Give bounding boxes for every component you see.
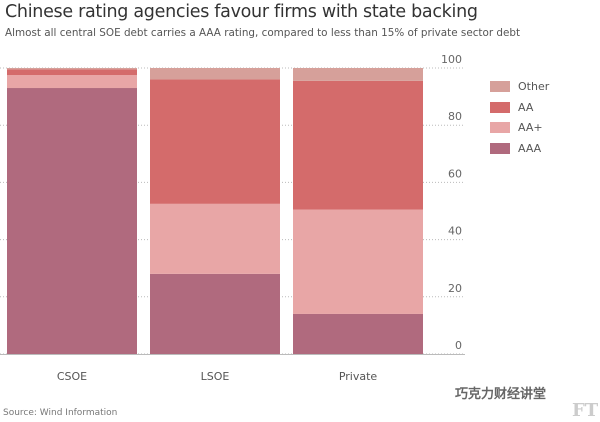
chart-subtitle: Almost all central SOE debt carries a AA… [5, 27, 521, 39]
y-tick-label: 20 [448, 282, 462, 295]
bar-segment-aaplus [293, 209, 423, 314]
y-tick-label: 80 [448, 110, 462, 123]
legend-item: AAA [490, 142, 541, 155]
bar-segment-aaa [7, 88, 137, 355]
x-tick-label: Private [339, 370, 378, 383]
legend-swatch [490, 122, 510, 133]
chart-title: Chinese rating agencies favour firms wit… [5, 2, 478, 22]
bar-segment-other [7, 68, 137, 70]
bar-segment-aaa [293, 313, 423, 354]
legend-item: Other [490, 80, 549, 93]
y-tick-label: 0 [455, 339, 462, 352]
legend-swatch [490, 142, 510, 154]
x-tick-label: CSOE [57, 370, 87, 383]
y-tick-label: 100 [441, 53, 462, 66]
bar-segment-aa [150, 79, 280, 204]
legend-label: AAA [518, 141, 542, 155]
legend-swatch [490, 101, 510, 113]
legend-label: AA [518, 100, 534, 114]
bar-segment-other [150, 68, 280, 80]
bar-segment-aaa [150, 273, 280, 354]
bar-segment-aa [293, 80, 423, 210]
legend-item: AA [490, 101, 533, 114]
y-tick-label: 60 [448, 167, 462, 180]
x-tick-label: LSOE [201, 370, 230, 383]
bar-segment-aa [7, 69, 137, 76]
bar-segment-aaplus [7, 75, 137, 89]
legend-label: AA+ [518, 121, 543, 134]
ft-logo: FT [572, 400, 599, 421]
bar-segment-aaplus [150, 203, 280, 274]
legend-swatch [490, 81, 510, 92]
legend-item: AA+ [490, 121, 543, 134]
watermark: 巧克力财经讲堂 [455, 387, 547, 402]
bar-segment-other [293, 68, 423, 81]
legend-label: Other [518, 80, 550, 93]
source-note: Source: Wind Information [3, 408, 118, 418]
y-tick-label: 40 [448, 225, 462, 238]
